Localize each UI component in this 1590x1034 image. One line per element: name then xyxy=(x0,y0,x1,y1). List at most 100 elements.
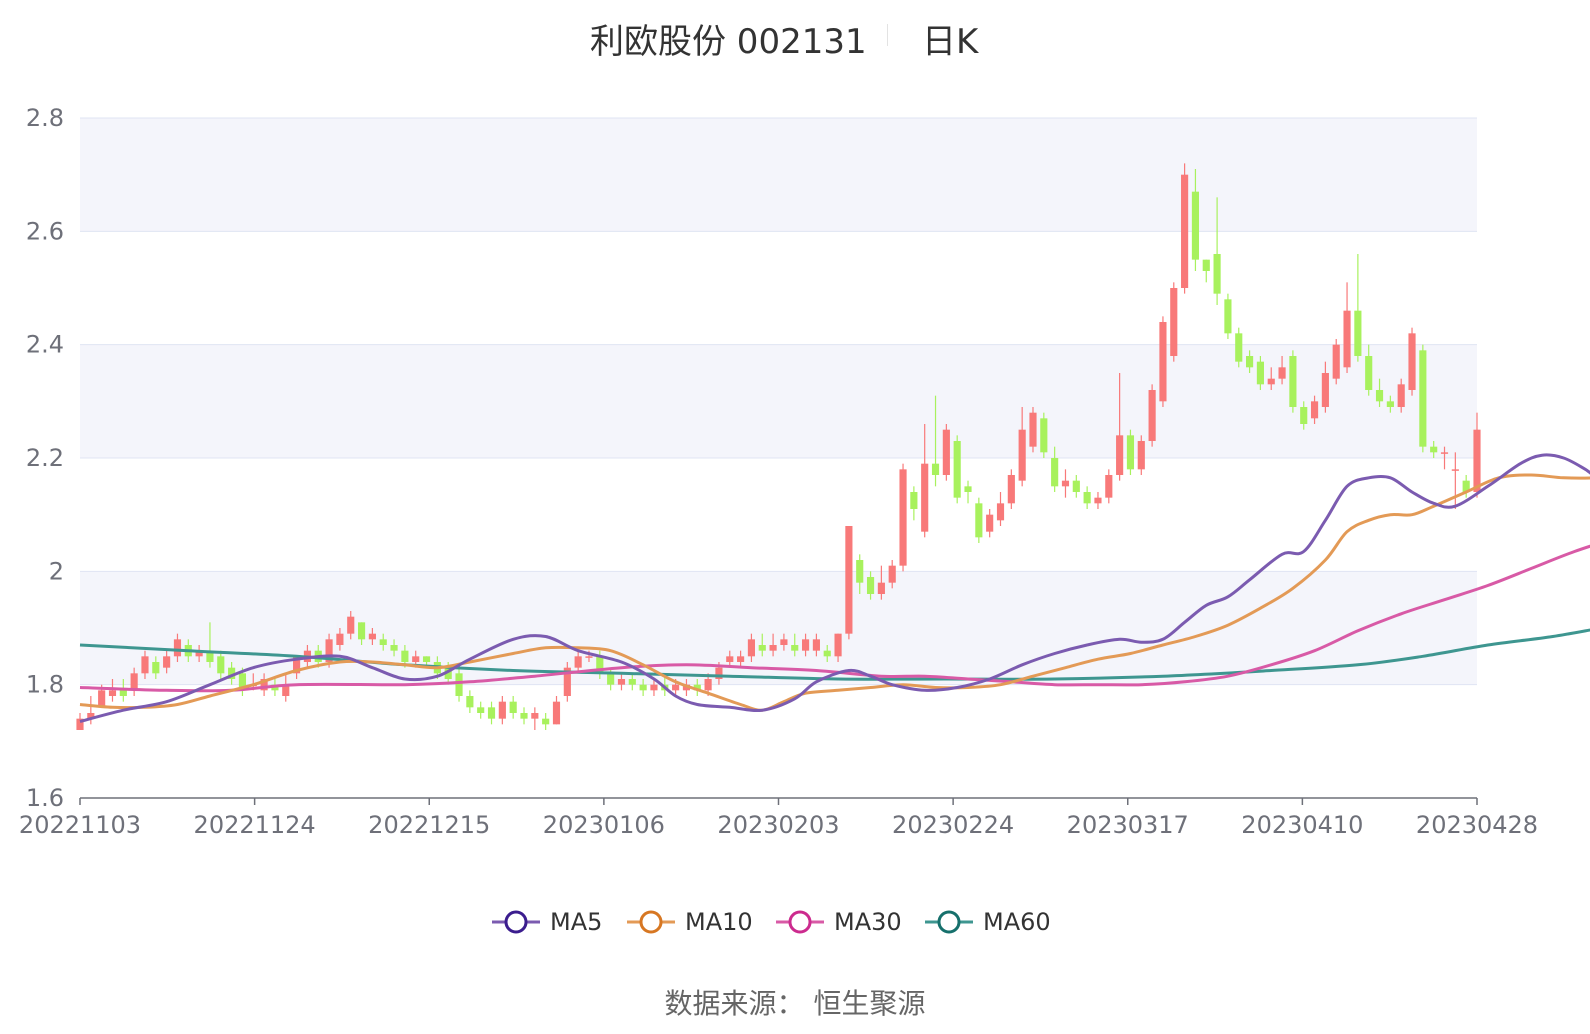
candle xyxy=(1029,407,1037,453)
candle-body xyxy=(693,684,701,691)
candle-body xyxy=(1289,356,1297,407)
candle-body xyxy=(141,656,149,674)
candle-body xyxy=(780,639,788,645)
candle xyxy=(899,463,907,572)
candle xyxy=(834,633,842,662)
candle xyxy=(1375,378,1384,407)
candle-body xyxy=(1007,475,1015,504)
candle xyxy=(152,656,160,679)
candle xyxy=(1451,452,1459,509)
candle xyxy=(964,480,972,504)
candle xyxy=(228,662,236,685)
candle xyxy=(217,650,225,679)
candle xyxy=(1202,259,1210,283)
candle xyxy=(1007,469,1015,509)
candle-body xyxy=(1365,356,1373,390)
candle-body xyxy=(1462,480,1470,492)
y-tick-label: 2.8 xyxy=(26,104,64,132)
legend-item-ma5[interactable]: MA5 xyxy=(492,908,602,936)
candle xyxy=(607,667,615,691)
candle-body xyxy=(856,560,864,583)
candle-body xyxy=(1224,299,1232,334)
candle-body xyxy=(628,679,636,685)
candle-body xyxy=(379,639,387,645)
candle-body xyxy=(87,713,95,719)
candle-body xyxy=(823,650,831,657)
x-tick-label: 20221124 xyxy=(194,811,316,839)
legend-item-ma10[interactable]: MA10 xyxy=(627,908,753,936)
candle-body xyxy=(1083,492,1091,504)
candle xyxy=(910,486,918,521)
candle-body xyxy=(910,492,918,509)
candle-body xyxy=(1061,480,1070,487)
candle xyxy=(1440,446,1449,470)
candle xyxy=(769,633,777,657)
legend-item-ma60[interactable]: MA60 xyxy=(925,908,1051,936)
candle-body xyxy=(1354,310,1362,356)
candle-body xyxy=(942,429,950,475)
candle xyxy=(195,645,203,662)
candle-body xyxy=(282,684,290,696)
candle-body xyxy=(801,639,810,651)
y-axis: 1.6 1.8 2 2.2 2.4 2.6 2.8 xyxy=(26,104,64,812)
candle xyxy=(1267,367,1275,390)
candle xyxy=(780,633,788,651)
candle-body xyxy=(390,645,398,651)
candle-body xyxy=(444,667,452,679)
candle-body xyxy=(758,645,766,651)
candle-body xyxy=(498,701,506,719)
candle-body xyxy=(747,639,756,657)
candle-body xyxy=(1116,435,1124,475)
candle xyxy=(466,690,474,713)
ma10-line xyxy=(79,473,1590,712)
candle xyxy=(726,650,734,668)
candle xyxy=(1018,407,1026,487)
x-tick-label: 20230428 xyxy=(1416,811,1538,839)
candle xyxy=(1072,475,1080,498)
candle-body xyxy=(1018,429,1026,481)
candle xyxy=(1148,384,1156,447)
candle-body xyxy=(487,707,496,719)
candle xyxy=(1462,475,1470,498)
candle-body xyxy=(1072,480,1080,492)
plot-background-bands xyxy=(80,118,1477,685)
candle xyxy=(173,633,182,662)
candle xyxy=(1083,486,1091,509)
candle xyxy=(1343,282,1351,373)
candle-body xyxy=(791,645,799,651)
candle xyxy=(975,497,983,543)
y-tick-label: 2 xyxy=(49,557,64,585)
candle-body xyxy=(336,633,344,645)
x-tick-label: 20230410 xyxy=(1241,811,1363,839)
legend-item-ma30[interactable]: MA30 xyxy=(776,908,902,936)
candle xyxy=(477,701,485,719)
candle xyxy=(801,633,810,657)
candle xyxy=(866,571,875,600)
candle-body xyxy=(260,679,268,691)
candle-body xyxy=(704,679,712,691)
candle xyxy=(845,526,853,640)
stock-name-title: 利欧股份 002131 xyxy=(590,22,867,62)
candle xyxy=(1256,356,1264,390)
candle xyxy=(921,424,929,538)
x-axis: 20221103 20221124 20221215 20230106 20230203… xyxy=(19,797,1538,839)
candle xyxy=(509,696,517,719)
candle-body xyxy=(1430,446,1438,453)
y-tick-label: 1.8 xyxy=(26,671,64,699)
candle xyxy=(650,679,658,696)
candle xyxy=(1105,469,1113,504)
legend-label: MA30 xyxy=(834,908,902,936)
candle-body xyxy=(986,514,994,532)
candle-body xyxy=(347,616,355,634)
candle-body xyxy=(217,656,225,674)
candle-body xyxy=(422,656,431,662)
candle-body xyxy=(238,673,247,691)
candle-body xyxy=(130,673,138,691)
candle xyxy=(1170,282,1178,362)
candle xyxy=(693,679,701,696)
legend-label: MA10 xyxy=(685,908,753,936)
candle xyxy=(498,696,506,725)
candle-body xyxy=(877,582,885,594)
legend[interactable]: MA5 MA10 MA30 MA60 xyxy=(492,908,1051,936)
candle xyxy=(1354,254,1362,362)
